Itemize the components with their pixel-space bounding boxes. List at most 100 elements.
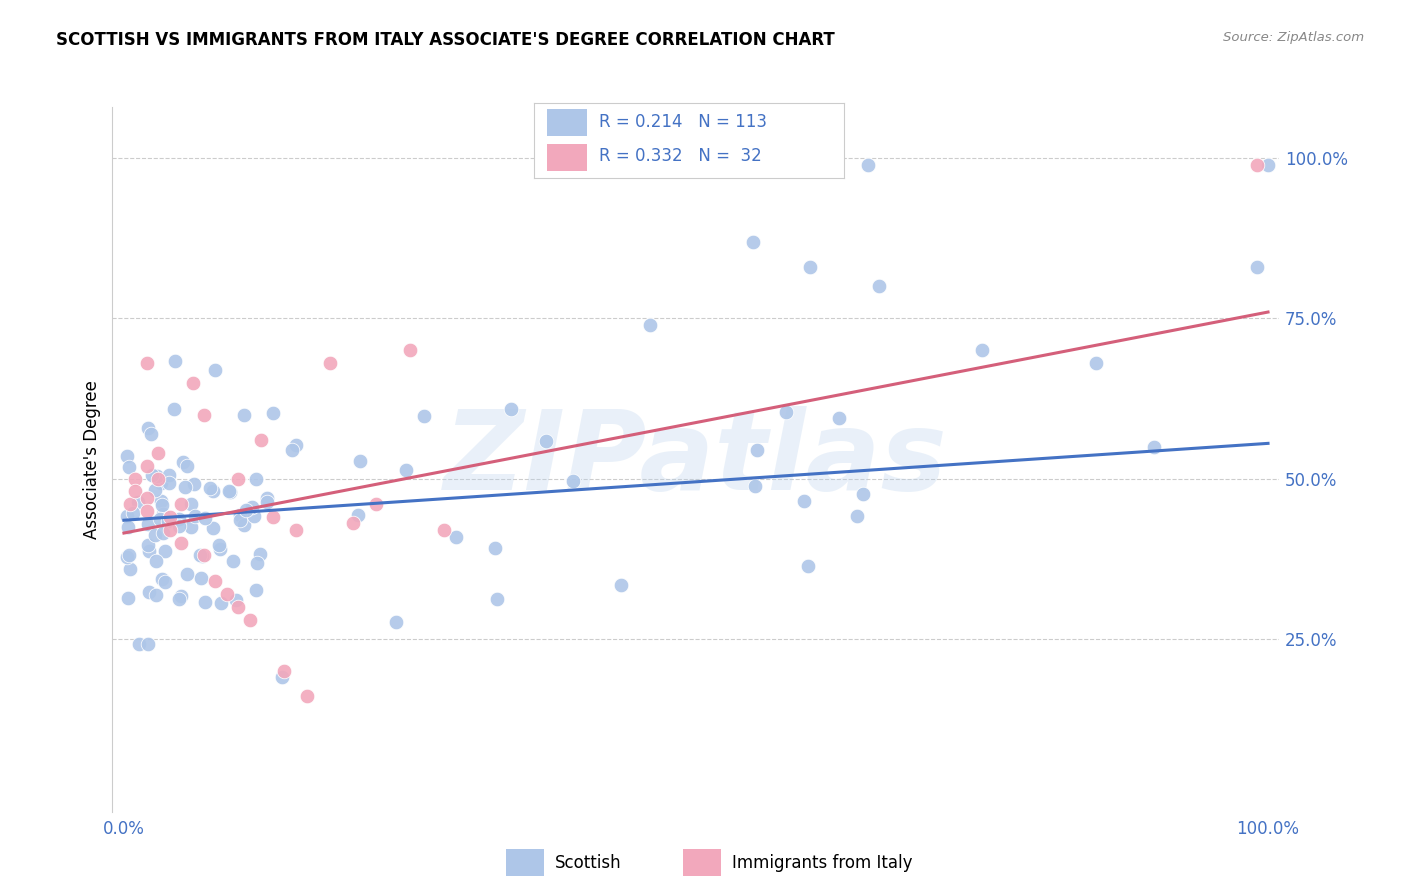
Point [135,491,157,505]
Point [124,484,146,499]
Point [183,476,205,491]
Point [115,509,138,524]
Point [139,427,162,442]
Point [215,587,238,601]
Point [219,484,242,499]
Point [256,491,278,505]
Point [394,463,416,477]
Point [239,613,262,627]
Point [225,592,247,607]
Point [218,484,240,499]
Point [1246,158,1268,172]
Point [243,508,266,523]
Point [124,472,146,486]
Point [194,595,217,609]
Point [235,503,257,517]
Point [1142,440,1164,454]
Point [194,511,217,525]
FancyBboxPatch shape [547,144,586,171]
Point [167,512,190,526]
Point [169,589,191,603]
Point [534,434,557,449]
Point [228,472,250,486]
FancyBboxPatch shape [683,849,721,876]
Point [273,664,295,678]
Point [240,500,263,515]
Point [180,497,202,511]
Point [136,421,159,435]
Point [970,343,993,358]
Point [232,518,254,533]
Point [167,519,190,533]
Point [135,356,157,370]
Point [190,548,212,562]
Point [152,507,174,521]
Point [412,409,434,423]
Point [118,459,141,474]
Point [150,494,173,508]
Point [167,592,190,607]
Point [118,497,141,511]
Point [152,526,174,541]
Point [128,637,150,651]
Point [143,483,166,497]
Point [742,235,765,249]
Point [201,521,224,535]
Point [484,541,506,556]
Point [170,497,193,511]
Point [246,556,269,570]
Point [157,468,180,483]
Point [222,554,245,568]
Point [157,476,180,491]
Point [145,588,167,602]
Point [138,543,160,558]
Point [136,637,159,651]
Point [228,599,250,614]
Point [209,542,232,557]
Point [118,548,141,562]
Point [172,454,194,468]
Point [152,498,174,512]
Point [250,433,273,447]
Point [284,438,307,452]
Point [284,523,307,537]
Point [149,512,172,526]
Text: SCOTTISH VS IMMIGRANTS FROM ITALY ASSOCIATE'S DEGREE CORRELATION CHART: SCOTTISH VS IMMIGRANTS FROM ITALY ASSOCI… [56,31,835,49]
Point [295,690,318,704]
Point [145,554,167,568]
Point [163,354,186,368]
Point [433,523,456,537]
Point [399,343,422,358]
Point [208,537,231,551]
Point [828,410,851,425]
Point [117,449,139,463]
Point [229,508,252,523]
Point [150,572,173,586]
Point [201,484,224,499]
Point [135,458,157,473]
Point [117,520,139,534]
Point [349,453,371,467]
Point [262,406,284,420]
Point [232,408,254,422]
Point [176,458,198,473]
Point [485,591,508,606]
Text: ZIPatlas: ZIPatlas [444,406,948,513]
Point [852,487,875,501]
Point [499,401,522,416]
Point [159,510,181,524]
Point [385,615,408,630]
Point [143,528,166,542]
Point [138,585,160,599]
Point [868,279,890,293]
Point [1246,260,1268,275]
Point [173,480,195,494]
Point [204,574,226,588]
Point [245,582,267,597]
Point [204,363,226,377]
Point [364,497,387,511]
Text: R = 0.332   N =  32: R = 0.332 N = 32 [599,147,762,165]
Point [245,472,267,486]
Point [229,513,252,527]
Point [193,549,215,563]
